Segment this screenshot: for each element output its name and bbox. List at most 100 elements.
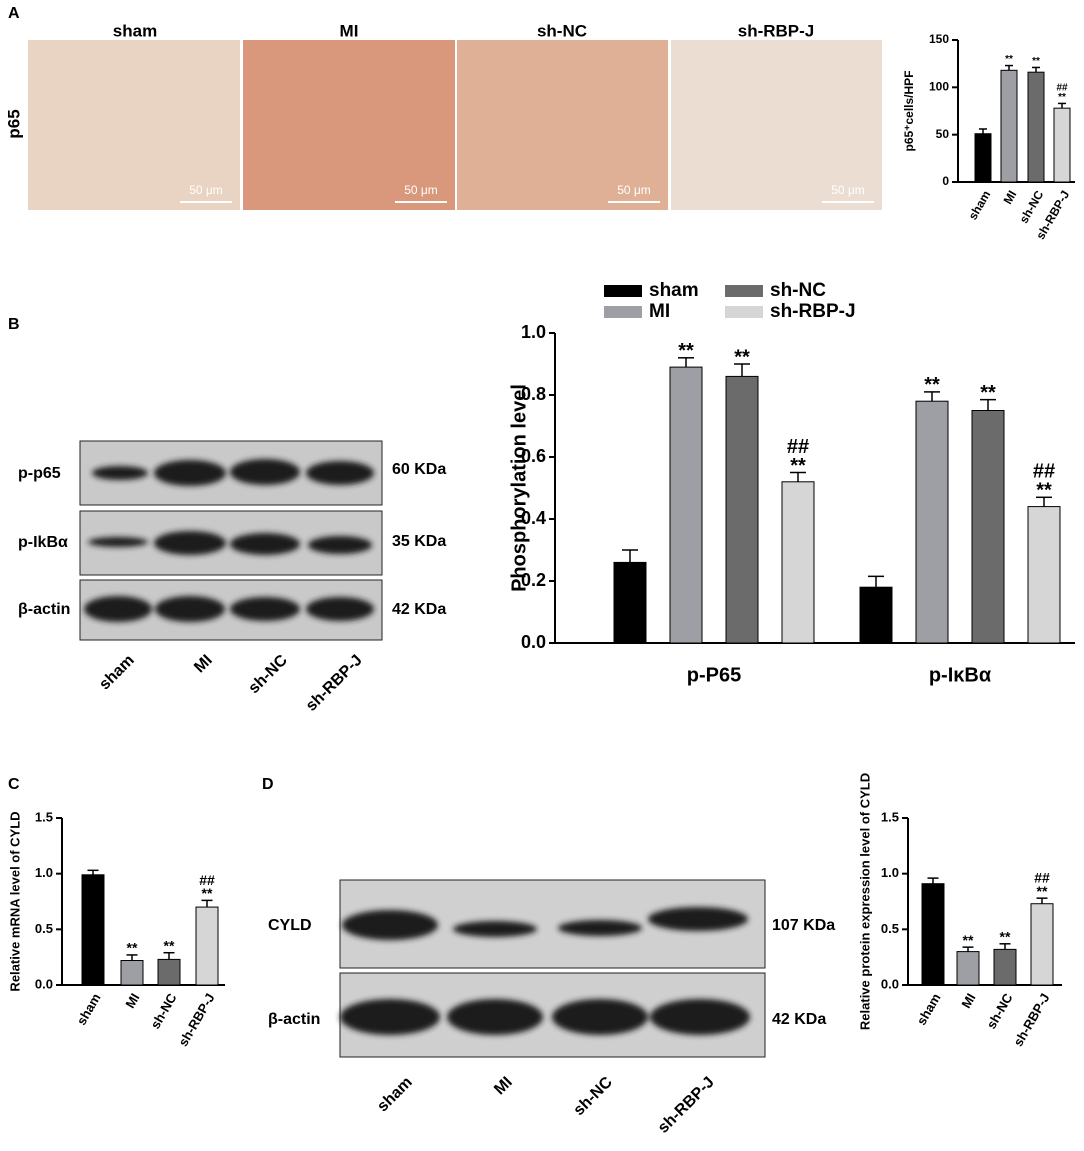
y-tick-label: 1.5: [881, 809, 899, 824]
significance-marker: **: [1058, 92, 1066, 103]
bar: [613, 561, 647, 644]
blot-lane-label: sh-NC: [245, 651, 291, 697]
bar: [1000, 69, 1018, 183]
x-tick-label: sham: [914, 991, 944, 1028]
micrograph-title: sh-RBP-J: [738, 21, 815, 40]
y-tick-label: 0.5: [881, 921, 899, 936]
legend-label: sham: [649, 280, 699, 301]
significance-marker: ##: [1034, 870, 1050, 886]
micrograph: [28, 40, 240, 210]
y-tick-label: 0.0: [35, 976, 53, 991]
bar: [1053, 107, 1071, 183]
bar: [120, 960, 144, 986]
x-tick-label: sh-RBP-J: [1010, 991, 1052, 1049]
x-tick-label: p-IκBα: [929, 664, 992, 686]
bar: [974, 133, 992, 183]
bar: [781, 481, 815, 644]
panel-label: D: [262, 776, 274, 793]
row-label: p65: [4, 109, 23, 138]
x-tick-label: sh-NC: [983, 990, 1015, 1031]
micrograph-title: sham: [113, 21, 157, 40]
significance-marker: **: [924, 374, 940, 396]
legend-label: sh-NC: [770, 280, 826, 301]
blot-row-label: CYLD: [268, 917, 312, 934]
significance-marker: **: [1000, 929, 1011, 945]
y-tick-label: 0.0: [881, 976, 899, 991]
blot-lane-label: MI: [491, 1074, 516, 1099]
x-tick-label: p-P65: [687, 664, 741, 686]
scale-label: 50 μm: [617, 183, 651, 197]
y-tick-label: 150: [929, 32, 949, 46]
significance-marker: **: [164, 937, 175, 953]
blot-size: 42 KDa: [392, 601, 446, 618]
scale-label: 50 μm: [831, 183, 865, 197]
y-axis-label: Relative mRNA level of CYLD: [7, 811, 22, 991]
legend-swatch: [604, 285, 642, 297]
significance-marker: **: [678, 340, 694, 362]
blot-b: p-p65 p-IkBα β-actin 60 KDa 35 KDa 42 KD…: [18, 440, 446, 715]
blot-lane-label: sham: [374, 1074, 416, 1116]
panel-label: C: [8, 776, 20, 793]
significance-marker: **: [1032, 56, 1040, 67]
y-tick-label: 0.5: [35, 921, 53, 936]
y-axis-label: p65⁺cells/HPF: [902, 70, 916, 151]
panel-label: A: [8, 5, 20, 22]
x-tick-label: sh-NC: [147, 990, 179, 1031]
y-tick-label: 0.2: [521, 570, 546, 590]
scale-text: 50 μm 50 μm 50 μm 50 μm: [189, 183, 865, 197]
bar: [859, 586, 893, 644]
bar: [971, 410, 1005, 644]
significance-marker: **: [980, 382, 996, 404]
y-tick-label: 0.8: [521, 384, 546, 404]
significance-marker: ##: [1033, 461, 1055, 483]
y-tick-label: 1.0: [35, 865, 53, 880]
blot-lane-label: sham: [96, 652, 138, 694]
significance-marker: **: [1036, 480, 1052, 502]
x-tick-label: sham: [966, 188, 994, 222]
blot-row-label: p-p65: [18, 465, 61, 482]
significance-marker: **: [1037, 883, 1048, 899]
y-tick-label: 100: [929, 80, 949, 94]
significance-marker: **: [963, 932, 974, 948]
y-tick-label: 0: [942, 174, 949, 188]
significance-marker: ##: [1056, 83, 1068, 94]
significance-marker: **: [202, 885, 213, 901]
y-tick-label: 0.0: [521, 632, 546, 652]
x-tick-label: MI: [958, 991, 978, 1011]
legend-swatch: [725, 306, 763, 318]
micrograph: [243, 40, 455, 210]
scale-label: 50 μm: [189, 183, 223, 197]
bar: [993, 948, 1017, 986]
bar: [956, 951, 980, 986]
blot-lane-label: sh-NC: [570, 1073, 616, 1119]
blot-row-label: β-actin: [18, 601, 70, 618]
blot-lane-label: sh-RBP-J: [655, 1074, 718, 1137]
micrograph: [457, 40, 668, 210]
bar: [915, 400, 949, 644]
x-tick-label: MI: [122, 991, 142, 1011]
y-tick-label: 0.4: [521, 508, 546, 528]
significance-marker: **: [1005, 54, 1013, 65]
micrograph-title: sh-NC: [537, 21, 587, 40]
bar: [157, 958, 181, 986]
bar: [81, 874, 105, 986]
legend-label: sh-RBP-J: [770, 301, 856, 322]
blot-lane-label: MI: [191, 652, 216, 677]
blot-row-label: β-actin: [268, 1011, 320, 1028]
micrograph: [671, 40, 882, 210]
blot-size: 35 KDa: [392, 533, 446, 550]
significance-marker: **: [127, 940, 138, 956]
y-tick-label: 1.0: [881, 865, 899, 880]
significance-marker: **: [790, 455, 806, 477]
y-axis-label: Phosphorylation level: [508, 384, 530, 592]
bar: [195, 906, 219, 986]
legend-swatch: [725, 285, 763, 297]
blot-size: 107 KDa: [772, 917, 835, 934]
bar: [921, 883, 945, 986]
significance-marker: **: [734, 346, 750, 368]
blot-size: 42 KDa: [772, 1011, 826, 1028]
blot-row-label: p-IkBα: [18, 534, 68, 551]
x-tick-label: MI: [1001, 188, 1020, 207]
blot-size: 60 KDa: [392, 461, 446, 478]
